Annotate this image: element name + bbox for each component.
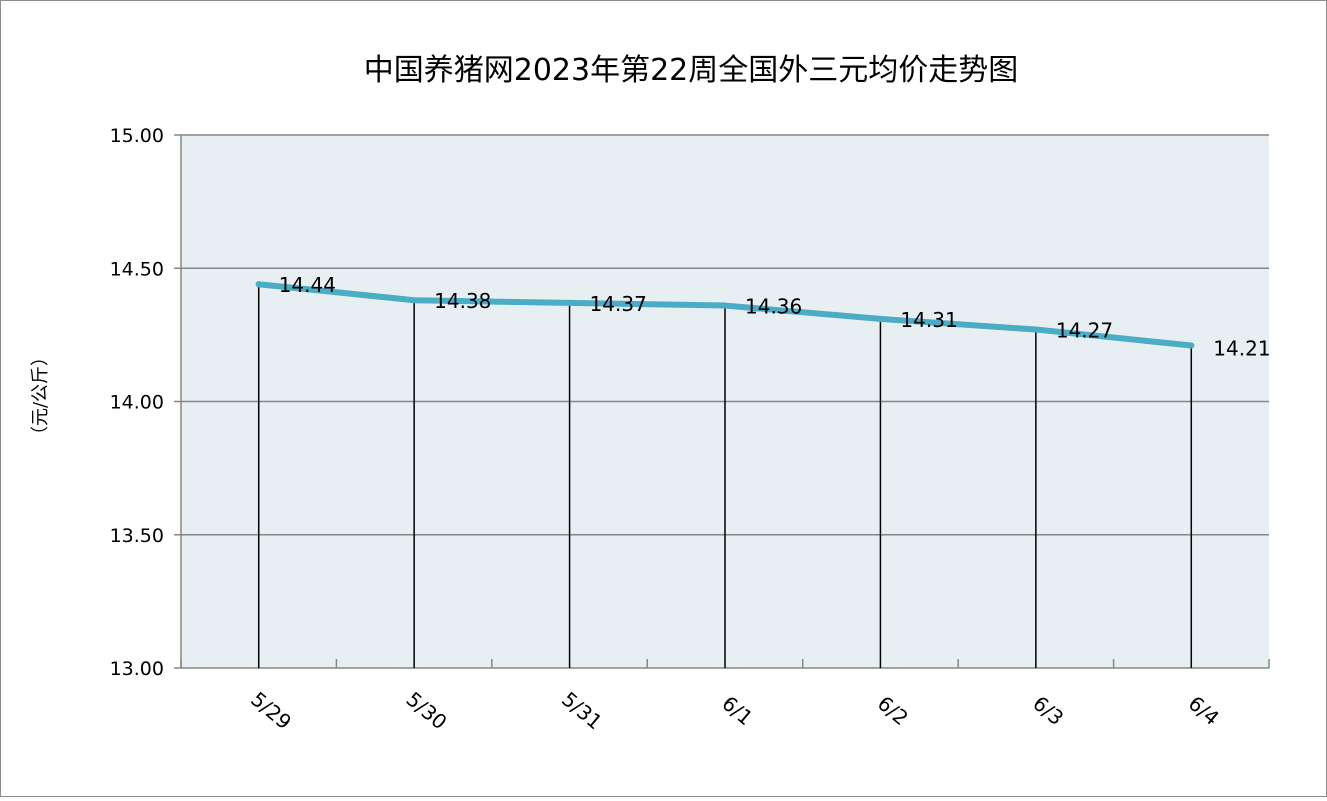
x-tick-label: 6/4 [1184, 691, 1224, 730]
x-tick-label: 6/2 [873, 691, 913, 730]
y-tick-label: 14.50 [110, 258, 164, 280]
data-label: 14.31 [900, 308, 957, 332]
x-tick-label: 6/3 [1028, 691, 1068, 730]
data-point [1032, 326, 1039, 333]
x-tick-label: 6/1 [717, 691, 757, 730]
y-tick-label: 13.00 [110, 658, 164, 680]
data-point [722, 302, 728, 309]
data-point [411, 297, 418, 304]
data-label: 14.36 [745, 295, 802, 319]
data-label: 14.21 [1213, 337, 1270, 361]
data-point [255, 281, 262, 288]
data-label: 14.37 [590, 292, 647, 316]
data-point [566, 299, 573, 306]
series-line-layer [255, 281, 1195, 349]
y-tick-label: 15.00 [110, 125, 164, 147]
x-tick-label: 5/29 [246, 687, 296, 734]
y-axis-label: （元/公斤） [30, 348, 51, 444]
data-label: 14.38 [434, 289, 491, 313]
data-point [1188, 342, 1195, 349]
x-tick-label: 5/30 [402, 687, 452, 734]
chart-title: 中国养猪网2023年第22周全国外三元均价走势图 [364, 53, 1019, 88]
data-labels: 14.44 14.38 14.37 14.36 14.31 14.27 14.21 [279, 273, 1271, 360]
drop-lines [257, 284, 1193, 668]
data-label: 14.27 [1056, 319, 1113, 343]
data-point [877, 315, 884, 322]
x-tick-label: 5/31 [557, 687, 607, 734]
data-label: 14.44 [279, 273, 336, 297]
y-tick-label: 14.00 [110, 392, 164, 414]
y-tick-label: 13.50 [110, 525, 164, 547]
